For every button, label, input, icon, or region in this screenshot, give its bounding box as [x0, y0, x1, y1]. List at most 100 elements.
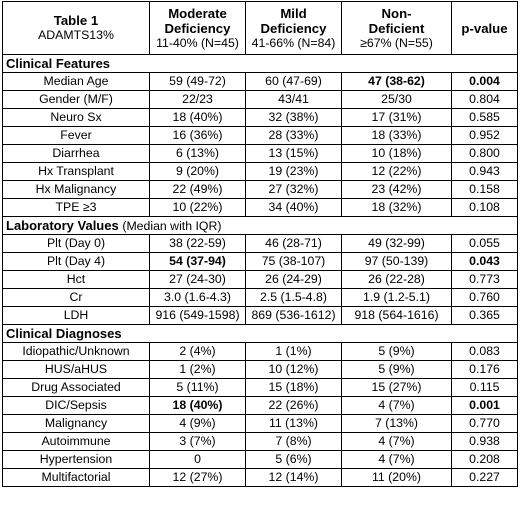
p-value-cell: 0.952: [451, 126, 518, 145]
moderate-value-cell: 10 (22%): [149, 198, 246, 217]
non-deficient-value-cell: 49 (32-99): [341, 234, 452, 253]
mild-value-cell: 75 (38-107): [245, 252, 342, 271]
moderate-value-cell: 4 (9%): [149, 414, 246, 433]
header-row: Table 1 ADAMTS13% Moderate Deficiency 11…: [2, 1, 518, 55]
p-value-cell: 0.115: [451, 378, 518, 397]
mild-value-cell: 2.5 (1.5-4.8): [245, 288, 342, 307]
p-value-cell: 0.800: [451, 144, 518, 163]
row-label-cell: TPE ≥3: [2, 198, 150, 217]
header-p-value: p-value: [451, 1, 518, 55]
table-row: Fever 16 (36%) 28 (33%) 18 (33%) 0.952: [2, 126, 518, 145]
row-label-cell: Diarrhea: [2, 144, 150, 163]
table-row: TPE ≥3 10 (22%) 34 (40%) 18 (32%) 0.108: [2, 198, 518, 217]
col-title-line1: Mild: [280, 5, 307, 21]
non-deficient-value-cell: 11 (20%): [341, 468, 452, 487]
section-header-row: Clinical Diagnoses: [2, 324, 518, 343]
moderate-value-cell: 6 (13%): [149, 144, 246, 163]
non-deficient-value-cell: 18 (32%): [341, 198, 452, 217]
col-title-line2: Deficiency: [260, 20, 327, 36]
row-label-cell: Fever: [2, 126, 150, 145]
section-header-row: Clinical Features: [2, 54, 518, 73]
moderate-value-cell: 3 (7%): [149, 432, 246, 451]
table-row: Multifactorial 12 (27%) 12 (14%) 11 (20%) 0.…: [2, 468, 518, 487]
col-title-line1: Moderate: [168, 5, 227, 21]
moderate-value-cell: 5 (11%): [149, 378, 246, 397]
row-label-cell: HUS/aHUS: [2, 360, 150, 379]
p-value-cell: 0.158: [451, 180, 518, 199]
table-row: Drug Associated 5 (11%) 15 (18%) 15 (27%) 0.…: [2, 378, 518, 397]
moderate-value-cell: 12 (27%): [149, 468, 246, 487]
p-value-cell: 0.760: [451, 288, 518, 307]
header-moderate-deficiency: Moderate Deficiency 11-40% (N=45): [149, 1, 246, 55]
non-deficient-value-cell: 47 (38-62): [341, 72, 452, 91]
row-label-cell: Malignancy: [2, 414, 150, 433]
col-subtitle: 41-66% (N=84): [251, 35, 336, 50]
moderate-value-cell: 1 (2%): [149, 360, 246, 379]
mild-value-cell: 27 (32%): [245, 180, 342, 199]
non-deficient-value-cell: 1.9 (1.2-5.1): [341, 288, 452, 307]
p-value-cell: 0.055: [451, 234, 518, 253]
table-row: Hx Malignancy 22 (49%) 27 (32%) 23 (42%) 0.1…: [2, 180, 518, 199]
mild-value-cell: 22 (26%): [245, 396, 342, 415]
row-label-cell: Hx Malignancy: [2, 180, 150, 199]
p-value-cell: 0.001: [451, 396, 518, 415]
mild-value-cell: 1 (1%): [245, 342, 342, 361]
non-deficient-value-cell: 7 (13%): [341, 414, 452, 433]
row-label-cell: Hypertension: [2, 450, 150, 469]
section-title: Laboratory Values: [6, 217, 119, 233]
non-deficient-value-cell: 4 (7%): [341, 396, 452, 415]
non-deficient-value-cell: 25/30: [341, 90, 452, 109]
mild-value-cell: 7 (8%): [245, 432, 342, 451]
moderate-value-cell: 18 (40%): [149, 396, 246, 415]
row-label-cell: Gender (M/F): [2, 90, 150, 109]
section-title-cell: Clinical Features: [2, 54, 518, 73]
section-title: Clinical Features: [6, 56, 111, 71]
row-label-cell: Multifactorial: [2, 468, 150, 487]
p-value-cell: 0.083: [451, 342, 518, 361]
row-label-cell: Plt (Day 0): [2, 234, 150, 253]
non-deficient-value-cell: 5 (9%): [341, 342, 452, 361]
row-label-cell: Plt (Day 4): [2, 252, 150, 271]
mild-value-cell: 13 (15%): [245, 144, 342, 163]
section-title-cell: Laboratory Values (Median with IQR): [2, 216, 518, 235]
non-deficient-value-cell: 12 (22%): [341, 162, 452, 181]
p-value-cell: 0.108: [451, 198, 518, 217]
non-deficient-value-cell: 15 (27%): [341, 378, 452, 397]
non-deficient-value-cell: 17 (31%): [341, 108, 452, 127]
row-label-cell: Cr: [2, 288, 150, 307]
mild-value-cell: 10 (12%): [245, 360, 342, 379]
col-subtitle: ≥67% (N=55): [360, 35, 433, 50]
p-value-cell: 0.585: [451, 108, 518, 127]
row-label-cell: DIC/Sepsis: [2, 396, 150, 415]
non-deficient-value-cell: 10 (18%): [341, 144, 452, 163]
mild-value-cell: 60 (47-69): [245, 72, 342, 91]
table-label: Table 1: [53, 13, 99, 28]
mild-value-cell: 46 (28-71): [245, 234, 342, 253]
table-row: Hx Transplant 9 (20%) 19 (23%) 12 (22%) 0.94…: [2, 162, 518, 181]
moderate-value-cell: 54 (37-94): [149, 252, 246, 271]
table-row: Idiopathic/Unknown 2 (4%) 1 (1%) 5 (9%) 0.08…: [2, 342, 518, 361]
table-row: HUS/aHUS 1 (2%) 10 (12%) 5 (9%) 0.176: [2, 360, 518, 379]
moderate-value-cell: 59 (49-72): [149, 72, 246, 91]
moderate-value-cell: 9 (20%): [149, 162, 246, 181]
header-mild-deficiency: Mild Deficiency 41-66% (N=84): [245, 1, 342, 55]
table-row: Median Age 59 (49-72) 60 (47-69) 47 (38-62)…: [2, 72, 518, 91]
moderate-value-cell: 18 (40%): [149, 108, 246, 127]
row-label-cell: Autoimmune: [2, 432, 150, 451]
col-title-line1: Non-: [381, 5, 412, 21]
table-row: Gender (M/F) 22/23 43/41 25/30 0.804: [2, 90, 518, 109]
mild-value-cell: 26 (24-29): [245, 270, 342, 289]
non-deficient-value-cell: 26 (22-28): [341, 270, 452, 289]
mild-value-cell: 34 (40%): [245, 198, 342, 217]
p-value-label: p-value: [461, 20, 508, 36]
moderate-value-cell: 916 (549-1598): [149, 306, 246, 325]
non-deficient-value-cell: 18 (33%): [341, 126, 452, 145]
col-title-line2: Deficiency: [164, 20, 231, 36]
p-value-cell: 0.773: [451, 270, 518, 289]
mild-value-cell: 12 (14%): [245, 468, 342, 487]
p-value-cell: 0.943: [451, 162, 518, 181]
section-title-cell: Clinical Diagnoses: [2, 324, 518, 343]
table-row: Autoimmune 3 (7%) 7 (8%) 4 (7%) 0.938: [2, 432, 518, 451]
p-value-cell: 0.365: [451, 306, 518, 325]
mild-value-cell: 15 (18%): [245, 378, 342, 397]
